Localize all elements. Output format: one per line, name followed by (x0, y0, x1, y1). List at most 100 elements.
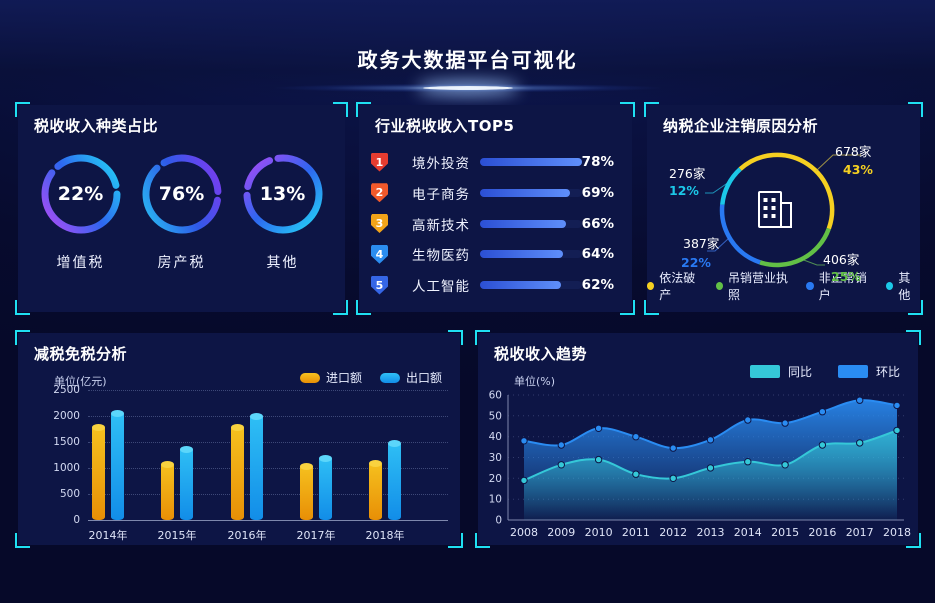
legend-item-3[interactable]: 其他 (886, 269, 920, 303)
bar-cap (111, 409, 124, 417)
corner-bracket (448, 330, 463, 345)
donut-leader-line (815, 154, 861, 172)
corner-bracket (475, 533, 490, 548)
y-axis-label: 0 (495, 515, 502, 527)
bar-出口额-2015年 (180, 446, 193, 520)
ring-label: 增值税 (56, 255, 105, 271)
x-axis-label: 2018年 (365, 529, 405, 542)
legend-swatch-icon (299, 372, 320, 383)
corner-bracket (908, 102, 923, 117)
y-axis-label: 20 (489, 473, 502, 485)
industry-percent: 64% (581, 246, 614, 263)
data-point-环比 (893, 401, 901, 410)
y-axis-label: 60 (489, 390, 502, 402)
bar-进口额-2015年 (161, 460, 174, 520)
industry-bar (479, 188, 570, 197)
y-axis-label: 40 (489, 431, 502, 443)
bar-cap (300, 462, 313, 470)
ring-gauge-2: 13% 其他 (233, 151, 333, 272)
legend-item-1[interactable]: 吊销营业执照 (715, 269, 794, 303)
industry-percent: 69% (581, 184, 614, 201)
corner-bracket (906, 330, 921, 345)
ring-arc (142, 154, 221, 234)
legend-label: 依法破产 (659, 271, 696, 302)
industry-percent: 78% (581, 154, 614, 170)
ring-gauge-chart (41, 154, 120, 234)
legend-label: 进口额 (325, 371, 362, 385)
panel-title: 减税免税分析 (34, 345, 128, 363)
bar-出口额-2018年 (388, 440, 401, 520)
y-axis-label: 50 (489, 410, 502, 422)
ring-gauge-chart (142, 154, 221, 234)
industry-bar-track (479, 281, 582, 289)
panel-tax-reduction: 减税免税分析 单位(亿元) 进口额 出口额 0 500 1000 1500 2000 250… (15, 330, 463, 548)
data-point-同比 (557, 461, 566, 469)
donut-leader-line (800, 258, 825, 266)
header-flare-decoration (207, 82, 728, 94)
legend-label: 环比 (875, 365, 900, 379)
ring-label: 其他 (266, 255, 299, 271)
x-axis-label: 2014年 (88, 529, 128, 542)
legend-item-出口额[interactable]: 出口额 (379, 369, 442, 386)
y-axis-label: 2500 (53, 384, 80, 396)
legend-swatch-icon (837, 365, 868, 378)
donut-leader-line (705, 181, 730, 194)
gridline (88, 390, 448, 391)
donut-label-percent: 22% (681, 255, 711, 270)
data-point-同比 (856, 439, 864, 447)
x-axis-label: 2016年 (227, 529, 267, 542)
donut-chart (705, 152, 861, 268)
y-axis-label: 30 (489, 452, 502, 464)
x-axis-label: 2013 (697, 526, 725, 539)
corner-bracket (620, 102, 635, 117)
legend-swatch-icon (379, 372, 400, 383)
data-point-环比 (706, 436, 715, 444)
corner-bracket (908, 300, 923, 315)
x-axis-label: 2011 (622, 526, 650, 539)
bar-cap (319, 455, 332, 462)
data-point-环比 (520, 437, 528, 445)
corner-bracket (356, 102, 371, 117)
ring-percent-value: 76% (158, 183, 205, 205)
data-point-环比 (856, 396, 864, 404)
page-title: 政务大数据平台可视化 (357, 48, 578, 72)
corner-bracket (15, 533, 30, 548)
industry-percent: 66% (581, 215, 614, 232)
legend-label: 非正常销户 (818, 271, 867, 302)
data-point-同比 (893, 426, 901, 435)
y-axis-unit: 单位(亿元) (54, 375, 107, 388)
data-point-环比 (781, 419, 789, 427)
legend-item-进口额[interactable]: 进口额 (299, 369, 362, 386)
x-axis-label: 2018 (883, 526, 911, 539)
gridline (88, 468, 448, 469)
top5-row-5: 5 人工智能 62% (359, 274, 632, 296)
bar-chart-plot (88, 390, 448, 521)
bar-cap (250, 412, 263, 420)
panel-title: 税收收入种类占比 (34, 117, 159, 135)
corner-bracket (906, 533, 921, 548)
donut-legend: 依法破产 吊销营业执照 非正常销户 其他 (647, 269, 920, 303)
legend-item-环比[interactable]: 环比 (837, 363, 900, 380)
legend-swatch-icon (749, 365, 780, 378)
panel-title: 行业税收收入TOP5 (375, 117, 515, 135)
y-axis-label: 500 (59, 488, 80, 500)
top5-row-1: 1 境外投资 78% (359, 151, 632, 173)
corner-bracket (15, 102, 30, 117)
legend-item-同比[interactable]: 同比 (749, 363, 812, 380)
page-header: 政务大数据平台可视化 (0, 0, 935, 100)
rank-badge-icon: 1 (371, 152, 388, 172)
donut-label-percent: 43% (843, 162, 873, 177)
bar-出口额-2017年 (319, 455, 332, 520)
ring-arc (41, 154, 120, 234)
industry-bar (479, 158, 582, 166)
ring-percent-value: 22% (57, 183, 104, 205)
legend-item-2[interactable]: 非正常销户 (806, 269, 873, 303)
donut-segment-2 (719, 204, 761, 265)
panel-title: 税收收入趋势 (494, 345, 588, 363)
data-point-同比 (818, 441, 827, 449)
legend-item-0[interactable]: 依法破产 (647, 269, 703, 303)
donut-label-percent: 25% (831, 269, 861, 284)
ring-gauge-1: 76% 房产税 (132, 151, 232, 272)
panel-industry-top5: 行业税收收入TOP5 1 境外投资 78% 2 电子商务 69% 3 高新技术 66% 4 生物医药… (356, 102, 635, 315)
